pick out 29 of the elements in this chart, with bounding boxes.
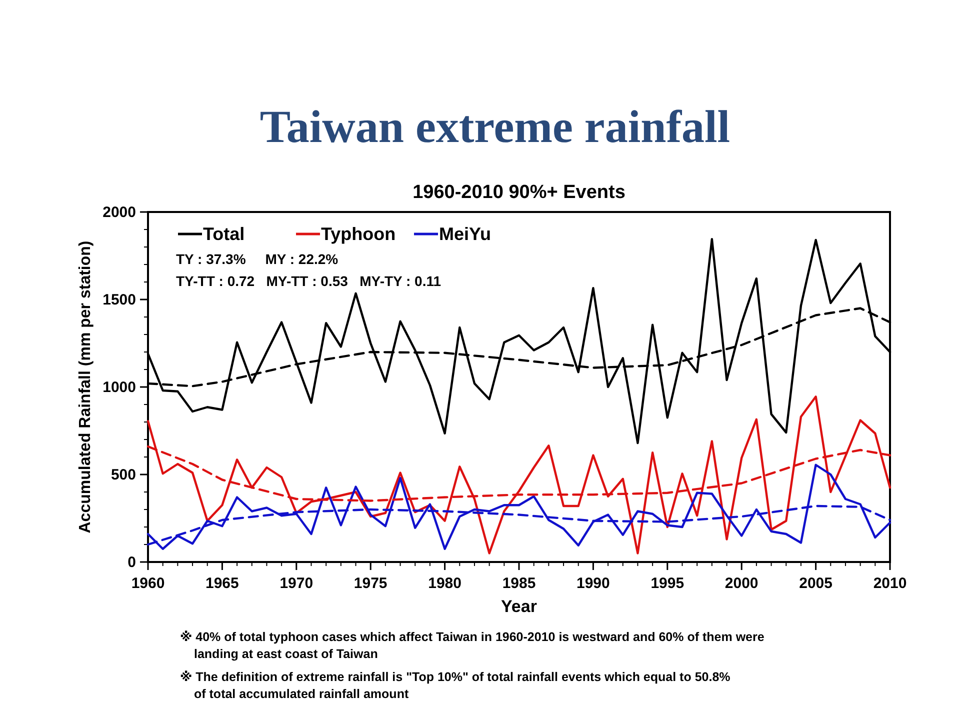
legend-label: MeiYu bbox=[439, 224, 492, 244]
x-tick-label: 1965 bbox=[206, 575, 239, 592]
y-tick-label: 1500 bbox=[102, 292, 136, 308]
x-axis-title: Year bbox=[501, 597, 538, 616]
y-axis-title: Accumulated Rainfall (mm per station) bbox=[77, 240, 94, 534]
line-series bbox=[146, 464, 892, 550]
annotation: TY : 37.3% MY : 22.2% bbox=[176, 251, 339, 267]
x-tick-label: 1990 bbox=[576, 575, 610, 592]
annotation: TY-TT : 0.72 MY-TT : 0.53 MY-TY : 0.11 bbox=[176, 273, 442, 289]
x-tick-label: 1995 bbox=[650, 575, 684, 592]
text: ※ 40% of total typhoon cases which affect Taiwan in 1960-2010 is westward and 60% of them were landing at east coast of Taiwan bbox=[180, 630, 764, 661]
x-tick-label: 2005 bbox=[799, 575, 832, 592]
y-tick-label: 1000 bbox=[102, 379, 136, 396]
line-series bbox=[146, 396, 892, 554]
legend-label: Typhoon bbox=[321, 224, 396, 244]
x-tick-label: 2000 bbox=[724, 575, 758, 592]
x-tick-label: 1985 bbox=[502, 575, 536, 592]
chart-subtitle: 1960-2010 90%+ Events bbox=[412, 182, 626, 203]
y-tick-label: 2000 bbox=[102, 204, 136, 221]
x-tick-label: 1960 bbox=[131, 575, 165, 592]
x-tick-label: 1975 bbox=[354, 575, 388, 592]
x-tick-label: 1970 bbox=[280, 575, 314, 592]
x-tick-label: 1980 bbox=[428, 575, 462, 592]
y-tick-label: 0 bbox=[128, 554, 136, 571]
chart-title: Taiwan extreme rainfall bbox=[260, 101, 730, 152]
legend-label: Total bbox=[203, 224, 245, 244]
x-tick-label: 2010 bbox=[873, 575, 907, 592]
text: ※ The definition of extreme rainfall is "Top 10%" of total rainfall events which equal to 50.8% of total accumulated rainfall amount bbox=[180, 670, 730, 701]
y-tick-label: 500 bbox=[110, 466, 136, 484]
